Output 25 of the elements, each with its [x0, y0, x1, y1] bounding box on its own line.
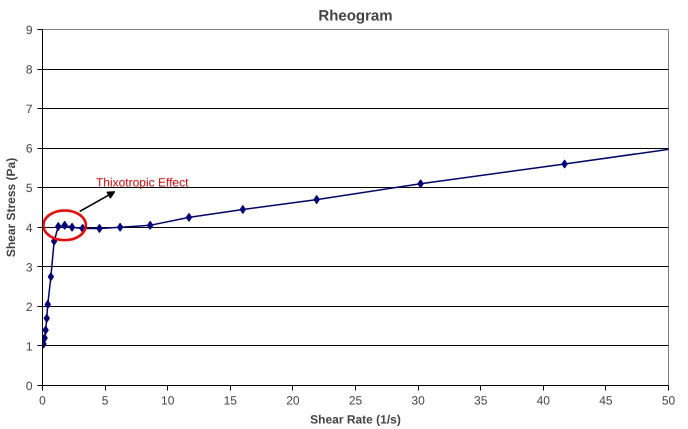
y-tick-label: 0: [26, 379, 33, 393]
y-tick-label: 7: [26, 102, 33, 116]
y-tick-label: 1: [26, 339, 33, 354]
x-tick-label: 10: [161, 394, 175, 408]
x-tick-label: 25: [348, 394, 362, 408]
y-tick-label: 2: [26, 300, 33, 314]
x-tick-label: 15: [224, 394, 238, 408]
x-tick-label: 5: [102, 394, 109, 408]
x-tick-label: 45: [599, 394, 613, 408]
chart-title: Rheogram: [318, 8, 393, 24]
y-tick-label: 4: [26, 220, 33, 235]
x-tick-label: 0: [39, 394, 46, 408]
y-tick-label: 3: [26, 260, 33, 274]
y-tick-label: 8: [26, 62, 33, 77]
x-tick-label: 50: [662, 394, 676, 408]
x-tick-label: 35: [474, 394, 488, 408]
y-axis-title: Shear Stress (Pa): [4, 158, 18, 258]
annotation: Thixotropic Effect: [96, 176, 190, 190]
x-axis-title: Shear Rate (1/s): [310, 412, 401, 426]
x-tick-label: 40: [536, 394, 550, 408]
y-tick-label: 6: [26, 142, 33, 156]
x-tick-label: 30: [411, 394, 426, 408]
y-tick-label: 5: [26, 181, 33, 196]
x-tick-label: 20: [286, 394, 300, 408]
y-tick-label: 9: [26, 23, 33, 37]
